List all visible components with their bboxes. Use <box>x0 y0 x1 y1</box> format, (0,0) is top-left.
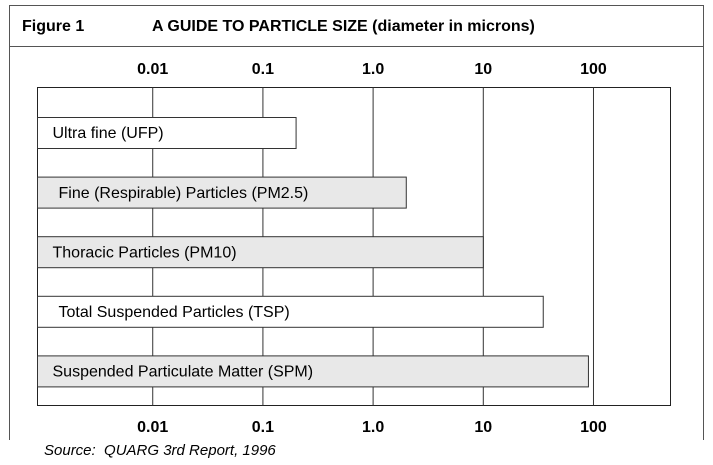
x-tick-label: 100 <box>580 61 607 78</box>
x-tick-label: 0.01 <box>137 419 168 436</box>
bar <box>37 117 297 149</box>
bar <box>37 236 484 269</box>
figure-label: Figure 1 <box>22 18 84 35</box>
chart-title: A GUIDE TO PARTICLE SIZE (diameter in mi… <box>152 18 535 35</box>
bar-label: Suspended Particulate Matter (SPM) <box>53 364 314 381</box>
x-tick-label: 10 <box>474 419 492 436</box>
x-tick-label: 0.1 <box>252 419 274 436</box>
x-tick-label: 0.1 <box>252 61 274 78</box>
bar-label: Total Suspended Particles (TSP) <box>59 304 290 321</box>
bar <box>37 176 407 209</box>
source: Source: QUARG 3rd Report, 1996 <box>44 442 276 459</box>
bar-label: Fine (Respirable) Particles (PM2.5) <box>59 185 309 202</box>
x-tick-label: 10 <box>474 61 492 78</box>
bar-label: Ultra fine (UFP) <box>53 125 164 142</box>
x-tick-label: 0.01 <box>137 61 168 78</box>
bar <box>37 355 589 388</box>
bar-label: Thoracic Particles (PM10) <box>53 244 237 261</box>
bar <box>37 295 544 328</box>
x-tick-label: 1.0 <box>362 419 384 436</box>
frame <box>9 5 704 440</box>
x-tick-label: 1.0 <box>362 61 384 78</box>
x-tick-label: 100 <box>580 419 607 436</box>
